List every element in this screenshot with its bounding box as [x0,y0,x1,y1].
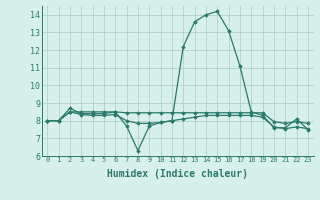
X-axis label: Humidex (Indice chaleur): Humidex (Indice chaleur) [107,169,248,179]
